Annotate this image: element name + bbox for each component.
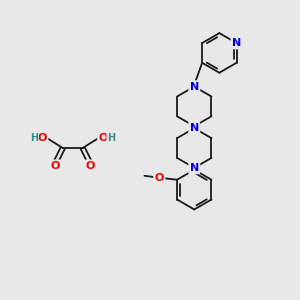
- Text: O: O: [98, 133, 108, 143]
- Text: H: H: [30, 133, 38, 143]
- Text: N: N: [190, 163, 199, 173]
- Text: H: H: [107, 133, 116, 143]
- Text: O: O: [86, 161, 95, 171]
- Text: O: O: [154, 173, 164, 183]
- Text: O: O: [50, 161, 60, 171]
- Text: N: N: [190, 82, 199, 92]
- Text: N: N: [190, 123, 199, 133]
- Text: N: N: [232, 38, 241, 48]
- Text: O: O: [38, 133, 47, 143]
